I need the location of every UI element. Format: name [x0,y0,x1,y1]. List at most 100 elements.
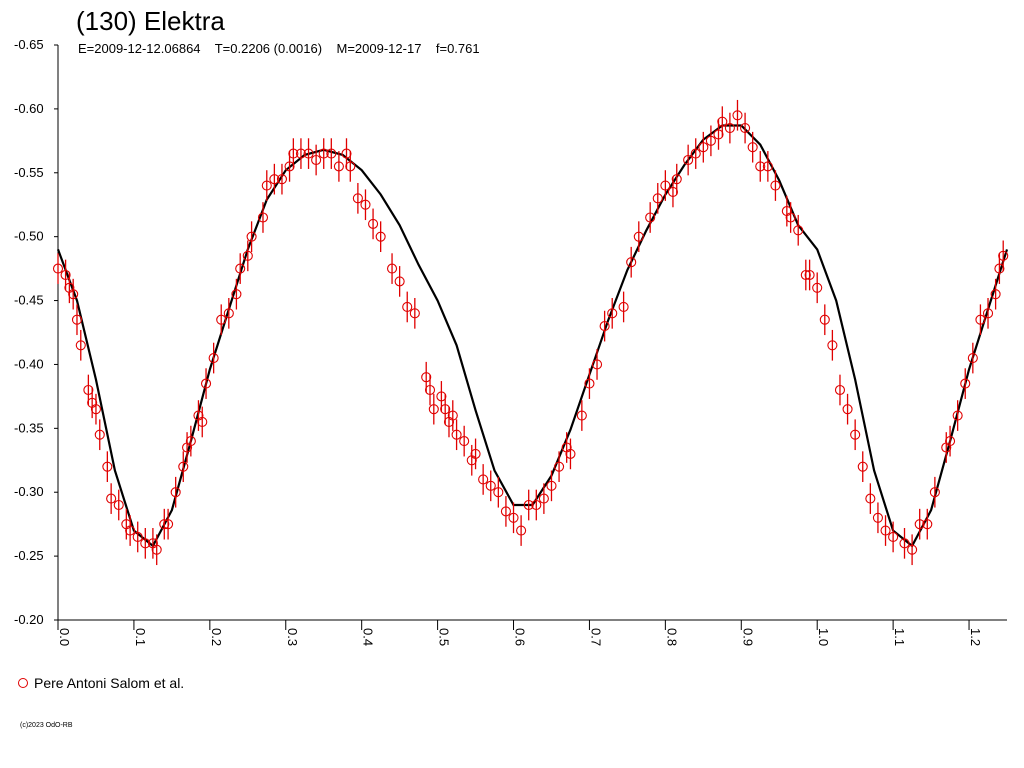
data-point [667,186,679,197]
data-point [303,148,314,159]
data-point [216,314,227,325]
legend-label: Pere Antoni Salom et al. [34,675,184,691]
data-point [857,461,868,472]
data-point [208,353,219,364]
data-point [880,525,891,536]
data-point [284,161,295,172]
data-point [546,480,557,491]
x-tick-label: 0.0 [57,628,72,646]
data-point [842,404,853,415]
data-point [428,404,439,415]
x-tick-label: 0.7 [588,628,603,646]
data-point [834,384,846,396]
data-point [952,410,963,421]
data-point [345,161,356,172]
fit-curve [56,124,1009,548]
data-point [52,263,64,274]
data-point [246,231,257,242]
data-point [724,123,735,134]
data-point [159,519,170,530]
data-point [591,359,603,370]
data-point [626,257,637,268]
chart-title: (130) Elektra [76,6,225,36]
data-point [132,531,143,542]
data-point [341,148,352,159]
y-tick-label: -0.55 [14,165,44,180]
x-tick-label: 1.1 [892,628,907,646]
data-point [394,276,405,287]
data-point [819,314,830,325]
data-point [83,384,94,396]
data-point [755,161,766,172]
data-point [732,110,743,121]
y-tick-label: -0.40 [14,356,44,371]
y-tick-label: -0.30 [14,484,44,499]
y-tick-label: -0.35 [14,420,44,435]
data-point [436,391,447,402]
y-tick-label: -0.20 [14,612,44,627]
x-tick-label: 0.5 [437,628,452,646]
data-point [618,301,629,312]
data-point [94,429,105,440]
x-tick-label: 0.8 [664,628,679,646]
data-point [421,372,432,383]
data-point [459,436,470,447]
data-point [945,436,956,447]
data-point [770,180,781,191]
data-point [645,212,656,223]
data-point [409,308,420,319]
data-point [740,123,751,134]
data-point [106,493,117,504]
data-point [333,161,344,172]
data-point [633,231,644,242]
legend-marker [18,678,28,688]
data-point [929,487,940,498]
data-point [793,225,804,236]
data-point [223,308,234,319]
data-point [375,231,386,242]
data-point [960,378,971,389]
data-point [295,148,306,159]
data-point [660,180,671,191]
data-point [994,263,1005,274]
data-point [140,538,151,549]
data-point [531,499,542,511]
data-point [200,378,212,389]
data-point [75,340,86,351]
data-point [690,148,701,159]
x-tick-label: 0.6 [513,628,528,646]
data-point [386,263,398,274]
data-point [113,499,124,511]
data-point [827,340,838,351]
data-point [163,519,174,530]
data-point [276,174,288,185]
x-tick-label: 0.4 [361,628,376,646]
data-point [326,148,337,159]
data-point [554,461,565,472]
y-tick-label: -0.50 [14,229,44,244]
y-tick-label: -0.25 [14,548,44,563]
data-point [125,525,136,536]
data-point [812,282,823,293]
y-tick-label: -0.65 [14,37,44,52]
data-point [402,301,413,312]
data-point [652,193,663,204]
data-point [914,519,925,530]
data-point [998,250,1009,261]
data-point [705,135,716,146]
data-point [478,474,489,485]
data-point [493,487,504,498]
data-point [865,493,876,504]
data-point [523,499,534,511]
data-point [607,308,618,319]
data-point [485,480,496,491]
data-point [231,289,242,300]
data-point [982,308,994,319]
data-point [967,353,978,364]
data-point [151,544,162,555]
data-point [671,174,682,185]
data-point [888,531,899,542]
chart-subtitle: E=2009-12-12.06864 T=0.2206 (0.0016) M=2… [78,41,480,56]
data-point [60,269,71,281]
